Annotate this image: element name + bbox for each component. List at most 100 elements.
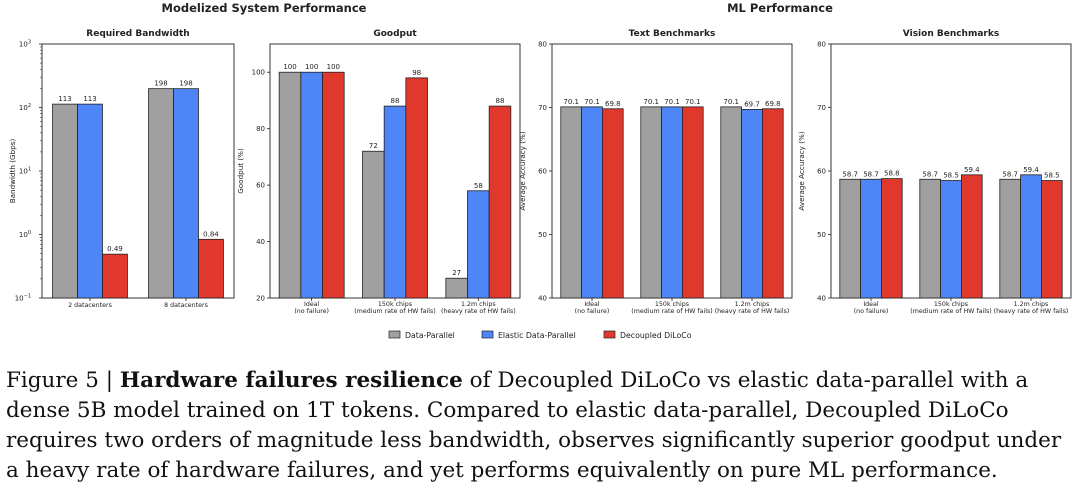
data-label: 58.5 [943,172,959,180]
y-tick-label: 60 [538,168,547,176]
data-label: 70.1 [563,98,579,106]
data-label: 69.8 [605,100,621,108]
bar-elastic-data-parallel [77,103,103,299]
bar-decoupled-diloco [682,106,704,299]
bar-data-parallel [278,71,302,299]
bar-data-parallel [640,106,662,299]
y-tick-label: 70 [538,104,547,112]
bar-elastic-data-parallel [741,109,763,299]
chart-text: Text Benchmarks 40 50 60 70 80 Average Accurac… [518,29,793,315]
data-label: 0.49 [107,245,123,253]
chart-title: Text Benchmarks [629,29,716,39]
bar-data-parallel [720,106,742,299]
data-label: 70.1 [664,98,680,106]
x-tick-label: Ideal [304,301,320,308]
data-label: 58.7 [842,170,858,178]
y-tick-label: 80 [538,41,547,49]
legend-label: Data-Parallel [405,331,455,340]
figure-caption: Figure 5 | Hardware failures resilience … [6,366,1074,486]
bar-decoupled-diloco [961,174,983,299]
data-label: 69.7 [744,100,760,108]
bar-elastic-data-parallel [383,105,407,299]
bar-decoupled-diloco [488,105,512,299]
x-tick-label: 2 datacenters [68,302,112,309]
y-tick-label: 80 [256,125,265,133]
chart-vision: Vision Benchmarks 40 50 60 70 80 Average Accur… [797,29,1072,315]
bar-elastic-data-parallel [300,71,323,299]
figure-canvas: Modelized System Performance ML Performa… [8,1,1072,340]
x-tick-label: (heavy rate of HW fails) [994,308,1069,315]
y-tick-label: 10−1 [15,294,31,303]
data-label: 70.1 [685,98,701,106]
bar-decoupled-diloco [1041,180,1063,299]
x-tick-label: (heavy rate of HW fails) [441,308,516,315]
figure: Modelized System Performance ML Performa… [8,1,1072,340]
bar-data-parallel [999,178,1021,299]
x-tick-label: (medium rate of HW fails) [354,308,435,315]
chart-title: Required Bandwidth [86,29,189,39]
data-label: 100 [327,63,340,71]
data-label: 198 [154,80,167,88]
data-label: 98 [412,69,421,77]
data-label: 113 [58,95,71,103]
x-tick-label: (medium rate of HW fails) [631,308,712,315]
chart-bandwidth: Required Bandwidth 10−1 100 101 102 103 Bandwi… [8,29,235,309]
y-tick-label: 50 [817,231,826,239]
legend-label: Elastic Data-Parallel [498,331,576,340]
y-tick-label: 101 [19,167,31,176]
charts: Required Bandwidth 10−1 100 101 102 103 Bandwi… [8,29,1072,315]
y-axis-label: Goodput (%) [236,148,245,194]
data-label: 72 [369,142,378,150]
bar-data-parallel [52,103,78,299]
x-tick-label: 150k chips [934,301,968,308]
data-label: 59.4 [964,166,980,174]
chart-goodput: Goodput 20 40 60 80 100 Goodput (%) 100 100 100 Id… [236,29,521,315]
bar-decoupled-diloco [762,108,784,299]
bar-elastic-data-parallel [940,180,962,299]
bar-elastic-data-parallel [661,106,683,299]
x-tick-label: (heavy rate of HW fails) [715,308,790,315]
data-label: 0.84 [203,230,219,238]
bar-elastic-data-parallel [467,190,490,299]
data-label: 58.7 [922,170,938,178]
x-tick-label: (no failure) [294,308,329,315]
data-label: 27 [452,269,461,277]
data-label: 88 [496,97,505,105]
chart-title: Goodput [373,29,417,39]
legend-swatch [388,330,401,339]
y-tick-label: 60 [256,182,265,190]
legend-swatch [603,330,616,339]
caption-bold: Hardware failures resilience [119,368,463,393]
bar-decoupled-diloco [102,253,128,299]
bar-data-parallel [445,277,468,299]
bar-decoupled-diloco [405,77,428,299]
data-label: 198 [179,80,192,88]
data-label: 113 [83,95,96,103]
x-tick-label: (no failure) [575,308,610,315]
bar-data-parallel [560,106,582,299]
bar-elastic-data-parallel [173,88,199,299]
data-label: 70.1 [584,98,600,106]
y-tick-label: 100 [252,69,265,77]
x-tick-label: 1.2m chips [1014,301,1049,308]
bar-decoupled-diloco [602,108,624,299]
y-axis-label: Average Accuracy (%) [797,131,806,211]
x-tick-label: 150k chips [655,301,689,308]
data-label: 58.7 [1002,170,1018,178]
bar-decoupled-diloco [881,178,903,299]
caption-lead: Figure 5 | [6,368,120,393]
data-label: 100 [283,63,296,71]
bar-data-parallel [919,178,941,299]
bar-data-parallel [839,178,861,299]
data-label: 58.7 [863,170,879,178]
y-tick-label: 40 [256,238,265,246]
bar-elastic-data-parallel [581,106,603,299]
x-tick-label: Ideal [863,301,879,308]
y-tick-label: 103 [19,40,31,49]
y-tick-label: 100 [19,230,31,239]
data-label: 58 [474,182,483,190]
y-tick-label: 40 [538,295,547,303]
y-tick-label: 102 [19,103,31,112]
y-tick-label: 50 [538,231,547,239]
x-tick-label: 150k chips [378,301,412,308]
